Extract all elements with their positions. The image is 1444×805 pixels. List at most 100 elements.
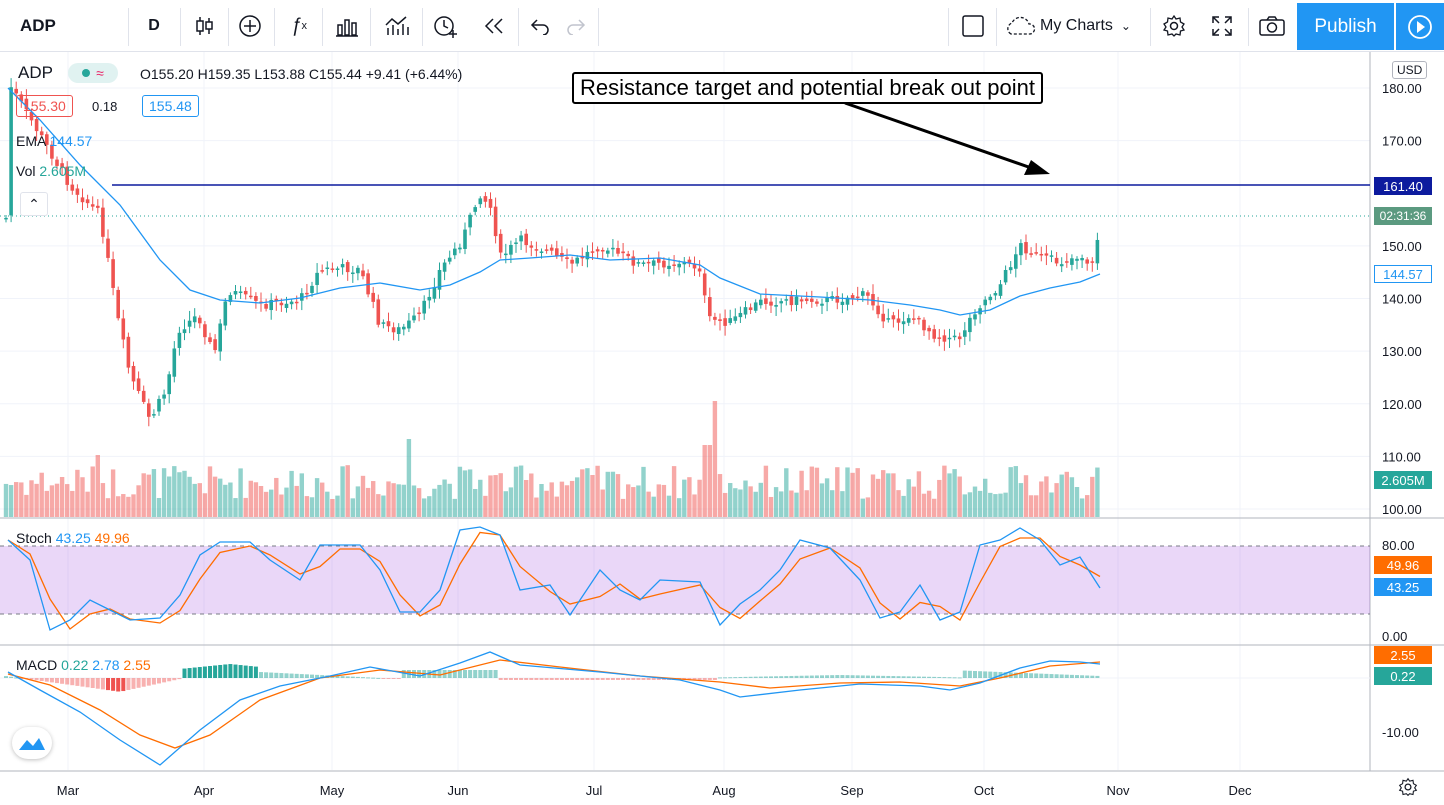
volume-bar — [580, 469, 585, 517]
macd-hist-bar — [758, 676, 763, 678]
macd-hist-bar — [549, 678, 554, 680]
volume-bar — [3, 483, 9, 517]
volume-bar — [524, 480, 529, 517]
publish-button[interactable]: Publish — [1297, 3, 1394, 50]
candle-body — [335, 268, 340, 270]
play-icon[interactable] — [1396, 3, 1444, 50]
toolbar-divider — [1248, 8, 1249, 46]
volume-bar — [381, 495, 386, 517]
macd-hist-bar — [412, 670, 416, 678]
candle-body — [621, 251, 625, 254]
layout-square-icon[interactable] — [954, 6, 992, 46]
volume-bar — [263, 491, 269, 517]
macd-hist-bar — [381, 678, 386, 679]
candle-body — [1065, 261, 1069, 263]
camera-snapshot-icon[interactable] — [1252, 6, 1292, 46]
stoch-d-price-label: 49.96 — [1374, 556, 1432, 574]
financials-bars-icon[interactable] — [328, 6, 366, 46]
candle-body — [228, 295, 233, 302]
candle-body — [662, 260, 666, 268]
symbol-search-button[interactable]: ADP — [6, 6, 140, 46]
candle-body — [570, 259, 574, 264]
my-charts-button[interactable]: My Charts ⌄ — [1004, 6, 1146, 46]
volume-bar — [881, 470, 886, 517]
candle-body — [402, 326, 406, 330]
stoch-legend[interactable]: Stoch 43.25 49.96 — [16, 530, 130, 546]
candle-body — [667, 265, 671, 269]
market-status-pill[interactable]: ≈ — [68, 63, 118, 83]
macd-hist-bar — [544, 678, 549, 680]
templates-icon[interactable] — [376, 6, 418, 46]
candle-body — [254, 296, 258, 301]
volume-bar — [8, 485, 14, 517]
volume-bar — [559, 481, 565, 517]
macd-hist-bar — [126, 678, 131, 690]
volume-bar — [646, 491, 651, 517]
candle-body — [361, 270, 365, 277]
undo-icon[interactable] — [522, 6, 558, 46]
candle-body — [320, 270, 324, 272]
macd-hist-bar — [881, 675, 886, 678]
volume-bar — [921, 493, 927, 517]
volume-bar — [539, 484, 544, 517]
settings-gear-icon[interactable] — [1154, 6, 1194, 46]
ask-badge[interactable]: 155.48 — [142, 95, 199, 117]
candle-body — [723, 318, 727, 326]
macd-hist-bar — [315, 674, 320, 678]
vol-legend[interactable]: Vol 2.605M — [16, 163, 86, 179]
volume-bar — [488, 475, 493, 517]
candle-body — [294, 301, 299, 304]
candle-body — [177, 332, 182, 348]
alert-clock-icon[interactable] — [426, 6, 466, 46]
chart-canvas[interactable]: 180.00 170.00 150.00 140.00 130.00 120.00 110.… — [0, 52, 1444, 805]
volume-bar — [850, 472, 855, 517]
candle-body — [111, 259, 115, 288]
candle-body — [473, 207, 477, 212]
volume-bar — [258, 486, 264, 517]
macd-hist-bar — [534, 678, 539, 680]
volume-bar — [988, 492, 993, 517]
axis-settings-gear-icon[interactable] — [1398, 777, 1420, 799]
tradingview-logo-icon[interactable] — [12, 727, 52, 759]
candle-body — [203, 324, 207, 338]
collapse-legend-button[interactable]: ⌃ — [20, 192, 48, 216]
interval-button[interactable]: D — [134, 6, 174, 46]
macd-hist-bar — [621, 678, 626, 680]
candles-icon[interactable] — [186, 6, 222, 46]
volume-bar — [131, 494, 136, 517]
fullscreen-icon[interactable] — [1200, 6, 1244, 46]
bid-badge[interactable]: 155.30 — [16, 95, 73, 117]
annotation-callout[interactable]: Resistance target and potential break ou… — [572, 72, 1043, 104]
candle-body — [213, 339, 217, 351]
volume-bar — [799, 470, 804, 517]
candle-body — [682, 261, 687, 265]
candle-body — [713, 316, 717, 320]
candle-body — [121, 318, 126, 340]
compare-plus-icon[interactable] — [232, 6, 268, 46]
redo-icon[interactable] — [558, 6, 594, 46]
macd-hist-bar — [1080, 675, 1085, 678]
ema-legend[interactable]: EMA 144.57 — [16, 133, 92, 149]
macd-hist-bar — [391, 678, 396, 679]
replay-rewind-icon[interactable] — [474, 6, 514, 46]
candle-body — [534, 249, 539, 251]
volume-bar — [192, 483, 197, 517]
macd-legend[interactable]: MACD 0.22 2.78 2.55 — [16, 657, 151, 673]
volume-bar — [977, 490, 983, 517]
candle-body — [702, 273, 707, 296]
candle-body — [223, 301, 228, 326]
macd-hist-bar — [656, 678, 661, 680]
volume-bar — [1039, 481, 1044, 517]
candle-body — [784, 299, 789, 301]
toolbar-divider — [518, 8, 519, 46]
macd-hist-bar — [631, 678, 636, 680]
candle-body — [616, 248, 620, 254]
volume-bar — [758, 482, 763, 517]
currency-label[interactable]: USD — [1392, 61, 1428, 79]
volume-bar — [371, 481, 376, 517]
candle-body — [4, 217, 8, 220]
candle-body — [774, 305, 778, 307]
macd-hist-bar — [508, 678, 513, 680]
macd-hist-bar — [646, 678, 651, 680]
